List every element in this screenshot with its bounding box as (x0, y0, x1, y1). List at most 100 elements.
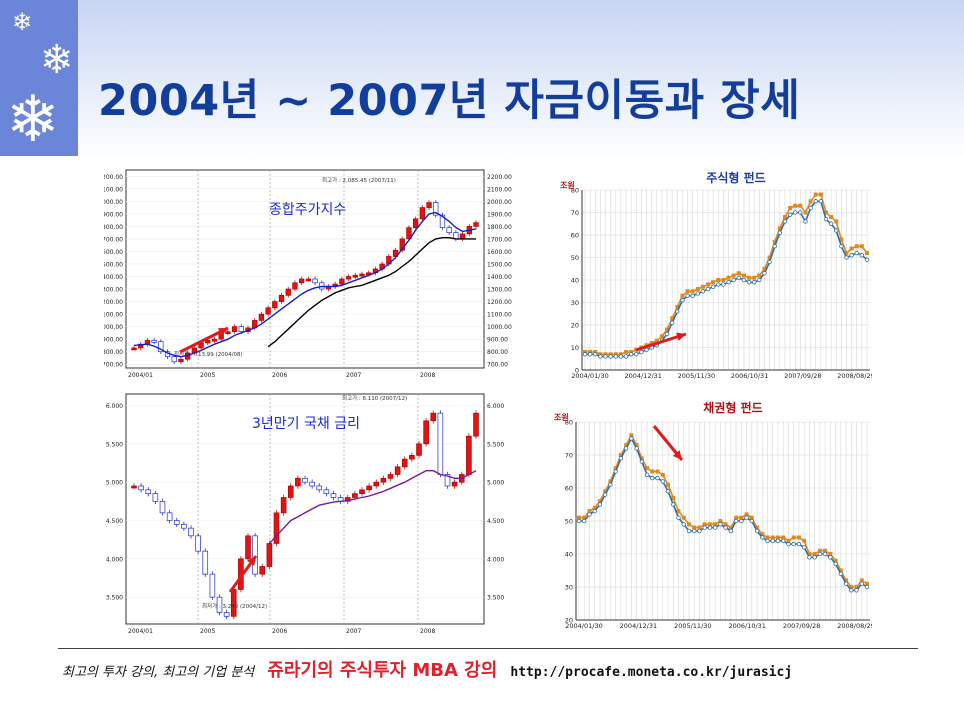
candle (205, 340, 211, 344)
y-tick-label-right: 1800.00 (487, 224, 512, 231)
candle (401, 458, 408, 468)
y-tick-label: 70 (565, 452, 573, 460)
candle (323, 489, 330, 495)
x-tick-label: 2005/11/30 (674, 622, 711, 630)
trend-arrow-head (672, 450, 682, 460)
series-point (844, 251, 849, 255)
footer-url-link[interactable]: http://procafe.moneta.co.kr/jurasicj (510, 665, 793, 680)
series-point (695, 291, 700, 296)
candle (312, 278, 318, 284)
candle (451, 481, 458, 487)
chart-title: 채권형 펀드 (703, 400, 762, 415)
moving-average-line (133, 211, 477, 358)
series-point (818, 199, 824, 204)
y-tick-label-right: 1900.00 (487, 211, 512, 218)
series-point (650, 475, 655, 481)
series-point (700, 289, 706, 294)
candle (265, 307, 271, 315)
series-point (690, 293, 695, 298)
x-tick-label: 2007 (346, 628, 361, 635)
series-point (680, 298, 685, 303)
series-point (598, 352, 603, 357)
series-point (608, 479, 613, 484)
candle (394, 466, 401, 475)
candle (330, 493, 337, 498)
y-tick-label: 20 (571, 322, 579, 330)
series-point (767, 255, 772, 260)
series-point (629, 436, 634, 441)
series-point (618, 453, 623, 457)
series-point (634, 446, 639, 451)
series-point (757, 273, 762, 278)
y-tick-label: 70 (571, 209, 579, 217)
series-point (817, 548, 822, 553)
series-point (608, 352, 613, 357)
series-point (813, 192, 818, 197)
series-point (593, 350, 598, 354)
series-point (828, 552, 833, 556)
x-tick-label: 2008 (420, 372, 435, 379)
series-point (671, 495, 676, 500)
series-point (670, 316, 675, 321)
candle (145, 489, 152, 495)
series-point (801, 545, 807, 550)
series-point (770, 535, 775, 540)
series-point (791, 541, 796, 547)
series-point (757, 277, 762, 283)
bond-rate-chart: 3.500 3.500 4.000 4.000 4.500 4.500 5.000 5.000… (104, 384, 512, 638)
series-point (823, 217, 829, 222)
series-point (597, 499, 602, 504)
series-point (660, 472, 665, 477)
sidebar-decoration (0, 0, 78, 156)
y-tick-label: 40 (565, 551, 573, 559)
series-point (781, 535, 786, 540)
series-point (577, 515, 581, 520)
series-point (793, 210, 798, 215)
series-point (629, 433, 634, 438)
y-tick-label: 1800.00 (104, 224, 123, 231)
candle (173, 520, 180, 525)
x-tick-label: 2007/09/28 (783, 622, 820, 630)
series-point (749, 518, 754, 524)
series-point (744, 515, 749, 520)
series-point (843, 581, 849, 586)
series-point (686, 528, 692, 534)
series-point (859, 244, 864, 249)
bond-fund-chart-svg: 20 30 40 50 60 70 80 2004/01/30 2004/12/31 2005/1… (554, 400, 875, 630)
y-tick-label-right: 1000.00 (487, 324, 512, 331)
x-tick-label: 2007 (346, 372, 361, 379)
series-point (665, 327, 670, 332)
series-point (865, 251, 869, 255)
series-point (690, 289, 695, 294)
series-point (849, 588, 854, 593)
candle (152, 493, 159, 502)
candle (459, 233, 466, 240)
y-tick-label: 800.00 (104, 349, 123, 356)
candle (437, 412, 444, 475)
candle (466, 435, 472, 475)
series-point (711, 280, 716, 285)
series-point (808, 205, 813, 211)
y-tick-label: 50 (565, 518, 573, 526)
y-tick-label-right: 1700.00 (487, 236, 512, 243)
y-tick-label: 1500.00 (104, 261, 123, 268)
footer-tagline: 최고의 투자 강의, 최고의 기업 분석 (62, 665, 255, 680)
y-axis-label: 조원 (554, 412, 569, 422)
y-tick-label: 20 (565, 617, 573, 625)
series-point (812, 555, 817, 560)
candle (359, 489, 365, 495)
series-point (754, 528, 760, 534)
series-point (660, 479, 665, 484)
series-point (697, 528, 702, 534)
y-tick-label: 1700.00 (104, 236, 123, 243)
y-tick-label: 1200.00 (104, 299, 123, 306)
candle (252, 535, 258, 575)
series-point (623, 446, 629, 451)
series-point (828, 555, 833, 560)
candle (280, 497, 287, 514)
candle (285, 288, 291, 296)
series-point (775, 538, 781, 543)
x-tick-label: 2008 (420, 628, 435, 635)
x-tick-label: 2006/10/31 (731, 372, 768, 380)
series-point (844, 578, 849, 583)
